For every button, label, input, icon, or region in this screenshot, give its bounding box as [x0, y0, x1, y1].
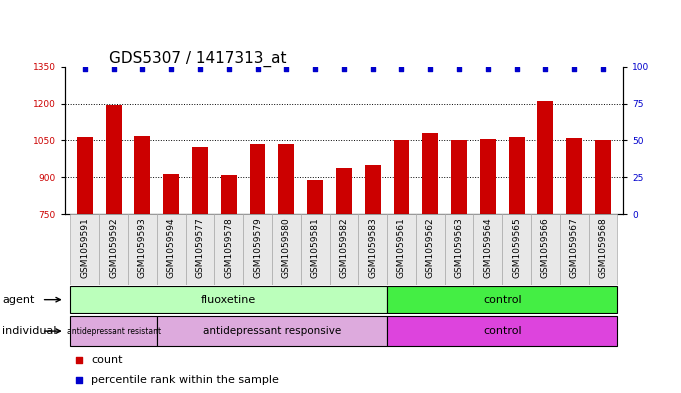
Point [74, 357, 84, 364]
Text: count: count [91, 355, 123, 365]
Point [74, 377, 84, 384]
Text: GSM1059581: GSM1059581 [311, 218, 319, 279]
Bar [99, 214, 128, 285]
Point [281, 66, 291, 72]
Point [108, 66, 119, 72]
Text: GSM1059591: GSM1059591 [80, 218, 89, 279]
Text: fluoxetine: fluoxetine [201, 295, 256, 305]
Text: GSM1059567: GSM1059567 [570, 218, 579, 279]
Bar [509, 137, 524, 393]
Text: GSM1059594: GSM1059594 [167, 218, 176, 278]
Bar [221, 175, 237, 393]
Bar [134, 136, 151, 393]
Bar [128, 214, 157, 285]
Bar [502, 214, 531, 285]
Text: GSM1059568: GSM1059568 [599, 218, 607, 279]
Point [223, 66, 234, 72]
Point [338, 66, 349, 72]
Text: GSM1059563: GSM1059563 [454, 218, 464, 279]
Bar [394, 140, 409, 393]
Text: GSM1059578: GSM1059578 [224, 218, 234, 279]
Point [482, 66, 493, 72]
Point [137, 66, 148, 72]
Bar [537, 101, 553, 393]
Text: individual: individual [2, 326, 57, 336]
Text: GSM1059579: GSM1059579 [253, 218, 262, 279]
Text: GSM1059561: GSM1059561 [397, 218, 406, 279]
Text: GSM1059582: GSM1059582 [339, 218, 349, 278]
Bar [387, 214, 416, 285]
Text: GSM1059593: GSM1059593 [138, 218, 147, 279]
Bar [336, 167, 352, 393]
Bar [531, 214, 560, 285]
Text: GSM1059592: GSM1059592 [109, 218, 118, 278]
Bar [445, 214, 473, 285]
Bar [77, 137, 93, 393]
Point [252, 66, 263, 72]
Bar [301, 214, 330, 285]
Bar [70, 316, 157, 346]
Point [80, 66, 91, 72]
Text: GSM1059577: GSM1059577 [195, 218, 204, 279]
Bar [186, 214, 215, 285]
Bar [595, 140, 611, 393]
Bar [70, 214, 99, 285]
Bar [215, 214, 243, 285]
Point [540, 66, 551, 72]
Bar [70, 286, 387, 313]
Text: GSM1059583: GSM1059583 [368, 218, 377, 279]
Bar [387, 286, 618, 313]
Point [597, 66, 608, 72]
Point [310, 66, 321, 72]
Point [511, 66, 522, 72]
Point [195, 66, 206, 72]
Bar [473, 214, 502, 285]
Bar [387, 316, 618, 346]
Point [165, 66, 176, 72]
Point [396, 66, 407, 72]
Bar [480, 139, 496, 393]
Bar [272, 214, 301, 285]
Bar [451, 140, 467, 393]
Point [425, 66, 436, 72]
Bar [365, 165, 381, 393]
Point [569, 66, 580, 72]
Bar [157, 316, 387, 346]
Bar [567, 138, 582, 393]
Bar [307, 180, 323, 393]
Bar [422, 133, 438, 393]
Bar [279, 144, 294, 393]
Bar [243, 214, 272, 285]
Text: agent: agent [2, 295, 35, 305]
Text: control: control [483, 295, 522, 305]
Bar [163, 174, 179, 393]
Bar [250, 144, 266, 393]
Text: GDS5307 / 1417313_at: GDS5307 / 1417313_at [110, 51, 287, 67]
Text: GSM1059562: GSM1059562 [426, 218, 434, 278]
Bar [588, 214, 618, 285]
Text: antidepressant resistant: antidepressant resistant [67, 327, 161, 336]
Bar [106, 105, 121, 393]
Bar [560, 214, 588, 285]
Text: GSM1059564: GSM1059564 [484, 218, 492, 278]
Bar [192, 147, 208, 393]
Text: percentile rank within the sample: percentile rank within the sample [91, 375, 279, 386]
Point [367, 66, 378, 72]
Text: control: control [483, 326, 522, 336]
Bar [416, 214, 445, 285]
Bar [330, 214, 358, 285]
Bar [358, 214, 387, 285]
Text: GSM1059565: GSM1059565 [512, 218, 521, 279]
Bar [157, 214, 186, 285]
Text: GSM1059580: GSM1059580 [282, 218, 291, 279]
Text: antidepressant responsive: antidepressant responsive [203, 326, 341, 336]
Point [454, 66, 464, 72]
Text: GSM1059566: GSM1059566 [541, 218, 550, 279]
